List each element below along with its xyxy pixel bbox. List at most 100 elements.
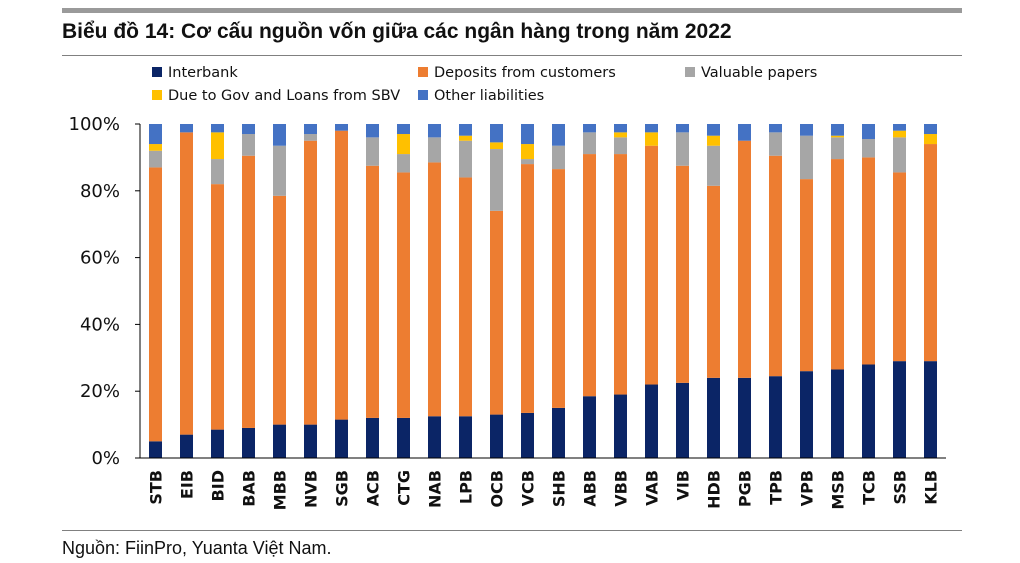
bottom-divider xyxy=(62,530,962,531)
bar-segment-interbank xyxy=(366,417,379,458)
x-tick-label: TPB xyxy=(767,470,786,505)
bar-segment-interbank xyxy=(242,427,255,458)
bar-stack-abb xyxy=(583,124,596,458)
bar-stack-vbb xyxy=(614,124,627,458)
bar-stack-vab xyxy=(645,124,658,458)
y-axis: 0% 20% 40% 60% 80% 100% xyxy=(69,114,141,469)
bar-segment-deposits-from-customers xyxy=(304,140,317,425)
bar-segment-other-liabilities xyxy=(459,124,472,136)
bar-segment-deposits-from-customers xyxy=(149,167,162,442)
bar-segment-interbank xyxy=(707,377,720,458)
bar-segment-other-liabilities xyxy=(645,124,658,133)
bar-segment-interbank xyxy=(304,424,317,458)
bar-segment-deposits-from-customers xyxy=(707,185,720,378)
bar-segment-deposits-from-customers xyxy=(366,165,379,418)
bar-segment-deposits-from-customers xyxy=(459,177,472,417)
bar-segment-interbank xyxy=(397,417,410,458)
bar-segment-valuable-papers xyxy=(800,135,813,180)
x-tick-label: KLB xyxy=(922,470,941,505)
bar-segment-interbank xyxy=(738,377,751,458)
bar-segment-deposits-from-customers xyxy=(831,159,844,370)
bar-segment-due-to-gov-and-loans-from-sbv xyxy=(211,132,224,160)
bar-segment-deposits-from-customers xyxy=(180,132,193,435)
bar-segment-due-to-gov-and-loans-from-sbv xyxy=(459,135,472,141)
x-tick-label: VIB xyxy=(674,470,693,501)
bar-segment-other-liabilities xyxy=(769,124,782,133)
bar-segment-due-to-gov-and-loans-from-sbv xyxy=(707,135,720,146)
x-tick-label: EIB xyxy=(178,470,197,499)
bar-segment-deposits-from-customers xyxy=(738,140,751,378)
bar-segment-interbank xyxy=(645,384,658,458)
x-tick-label: SGB xyxy=(333,470,352,507)
bar-stacks xyxy=(149,124,937,458)
x-tick-label: CTG xyxy=(395,470,414,506)
bar-stack-hdb xyxy=(707,124,720,458)
bar-segment-due-to-gov-and-loans-from-sbv xyxy=(490,142,503,150)
x-tick-label: BID xyxy=(209,470,228,501)
bar-segment-valuable-papers xyxy=(459,140,472,178)
bar-segment-interbank xyxy=(428,416,441,458)
bar-segment-interbank xyxy=(180,434,193,458)
chart-title: Biểu đồ 14: Cơ cấu nguồn vốn giữa các ng… xyxy=(62,20,732,43)
bar-segment-due-to-gov-and-loans-from-sbv xyxy=(397,134,410,155)
bar-segment-deposits-from-customers xyxy=(335,130,348,420)
bar-segment-due-to-gov-and-loans-from-sbv xyxy=(149,144,162,151)
bar-segment-other-liabilities xyxy=(273,124,286,146)
x-tick-label: STB xyxy=(147,470,166,505)
bar-segment-other-liabilities xyxy=(242,124,255,135)
bar-stack-nab xyxy=(428,124,441,458)
bar-segment-interbank xyxy=(800,371,813,458)
bar-segment-other-liabilities xyxy=(490,124,503,143)
bar-segment-interbank xyxy=(211,429,224,458)
bar-segment-due-to-gov-and-loans-from-sbv xyxy=(893,130,906,138)
bar-segment-valuable-papers xyxy=(862,139,875,158)
bar-stack-mbb xyxy=(273,124,286,458)
x-tick-label: HDB xyxy=(705,470,724,509)
bar-segment-other-liabilities xyxy=(149,124,162,145)
x-tick-label: LPB xyxy=(457,470,476,504)
x-tick-label: NVB xyxy=(302,470,321,508)
x-tick-label: VCB xyxy=(519,470,538,506)
bar-segment-interbank xyxy=(459,416,472,458)
bar-segment-interbank xyxy=(583,396,596,458)
bar-segment-other-liabilities xyxy=(800,124,813,136)
bar-segment-interbank xyxy=(149,441,162,458)
x-tick-label: TCB xyxy=(860,470,879,505)
x-tick-label: ABB xyxy=(581,470,600,507)
bar-segment-due-to-gov-and-loans-from-sbv xyxy=(521,144,534,160)
bar-segment-deposits-from-customers xyxy=(521,164,534,413)
bar-stack-vpb xyxy=(800,124,813,458)
bar-segment-other-liabilities xyxy=(893,124,906,131)
bar-segment-other-liabilities xyxy=(707,124,720,136)
source-note: Nguồn: FiinPro, Yuanta Việt Nam. xyxy=(62,538,332,558)
bar-segment-valuable-papers xyxy=(831,137,844,160)
bar-segment-valuable-papers xyxy=(676,132,689,166)
bar-segment-other-liabilities xyxy=(862,124,875,140)
y-tick-label: 40% xyxy=(80,314,120,335)
bar-segment-valuable-papers xyxy=(397,154,410,173)
bar-segment-other-liabilities xyxy=(924,124,937,135)
bar-segment-deposits-from-customers xyxy=(242,155,255,428)
bar-segment-other-liabilities xyxy=(180,124,193,133)
bar-segment-other-liabilities xyxy=(583,124,596,133)
y-tick-label: 80% xyxy=(80,181,120,202)
bar-segment-deposits-from-customers xyxy=(676,165,689,383)
bar-segment-valuable-papers xyxy=(583,132,596,155)
bar-segment-interbank xyxy=(924,361,937,458)
x-tick-label: MBB xyxy=(271,470,290,510)
bar-segment-deposits-from-customers xyxy=(552,169,565,408)
bar-stack-tpb xyxy=(769,124,782,458)
bar-segment-valuable-papers xyxy=(893,137,906,173)
x-axis: STB EIB BID BAB MBB NVB SGB ACB CTG NAB LPB OCB VCB S… xyxy=(140,457,946,510)
bar-segment-due-to-gov-and-loans-from-sbv xyxy=(645,132,658,146)
bar-segment-other-liabilities xyxy=(211,124,224,133)
bar-segment-deposits-from-customers xyxy=(490,210,503,415)
bar-stack-acb xyxy=(366,124,379,458)
bar-segment-interbank xyxy=(831,369,844,458)
bar-segment-valuable-papers xyxy=(428,137,441,163)
bar-segment-deposits-from-customers xyxy=(769,155,782,377)
bar-segment-deposits-from-customers xyxy=(862,157,875,365)
x-tick-label: VAB xyxy=(643,470,662,506)
x-tick-label: ACB xyxy=(364,470,383,506)
bar-segment-other-liabilities xyxy=(831,124,844,136)
